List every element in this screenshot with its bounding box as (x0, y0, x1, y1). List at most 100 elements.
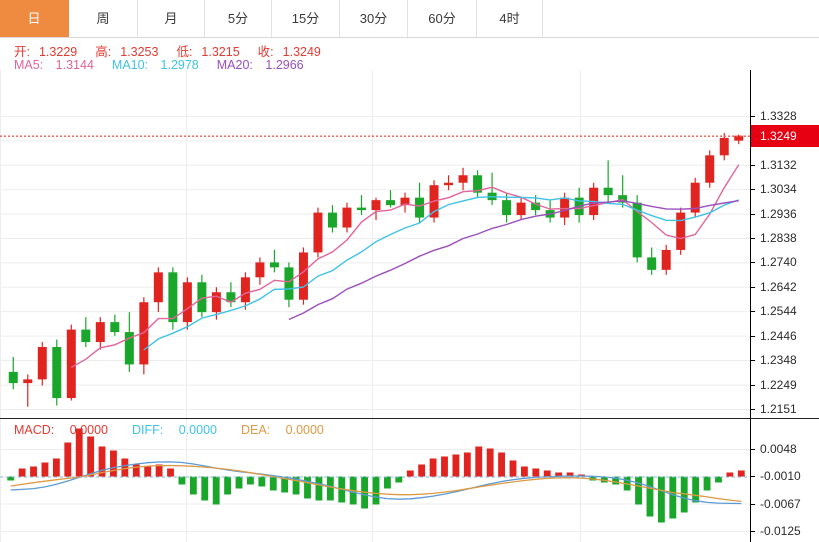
macd-bar (18, 468, 26, 477)
macd-bar (395, 476, 403, 483)
macd-bar (292, 476, 300, 495)
macd-bar (715, 476, 722, 483)
candle (356, 207, 366, 211)
low-label: 低: (176, 45, 193, 59)
price-ytick: 1.2348 (760, 352, 797, 367)
price-ytick: 1.2446 (760, 328, 797, 343)
macd-bar (167, 468, 174, 477)
price-tickmark (750, 189, 755, 191)
candle (168, 272, 178, 323)
macd-bar (315, 476, 323, 501)
macd-bar (7, 476, 15, 481)
candle (458, 175, 468, 183)
candle (661, 249, 671, 270)
macd-axis-line (750, 419, 751, 542)
price-candlestick-plot[interactable] (0, 70, 750, 418)
price-axis-line (750, 70, 751, 418)
candle (8, 371, 18, 384)
price-plot-svg (0, 70, 750, 418)
diff-entry: DIFF: 0.0000 (132, 423, 229, 437)
macd-bar (224, 476, 232, 495)
ma-line-10 (143, 195, 739, 351)
price-ytick: 1.2838 (760, 230, 797, 245)
macd-ytick: -0.0010 (760, 469, 801, 484)
price-ytick: 1.2544 (760, 304, 797, 319)
tab-6[interactable]: 60分 (408, 0, 477, 37)
candle (705, 155, 715, 183)
macd-bar (737, 470, 745, 477)
price-tickmark (750, 311, 755, 313)
candle (719, 137, 729, 156)
tab-4[interactable]: 15分 (272, 0, 340, 37)
macd-bar (566, 472, 574, 477)
macd-plot-svg (0, 419, 750, 542)
macd-ytick: -0.0067 (760, 496, 801, 511)
tab-1[interactable]: 周 (69, 0, 138, 37)
macd-bar (680, 476, 688, 513)
candle (240, 277, 250, 303)
macd-bar (543, 470, 551, 477)
price-tickmark (750, 335, 755, 337)
open-label-value: 开: 1.3229 (14, 45, 86, 59)
price-tickmark (750, 237, 755, 239)
tab-label: 60分 (428, 11, 456, 26)
macd-bar (30, 466, 37, 477)
macd-bar (452, 454, 460, 477)
macd-bar (212, 476, 220, 505)
candle (153, 272, 163, 303)
candle (124, 332, 134, 365)
price-ytick: 1.2151 (760, 402, 797, 416)
price-ytick: 1.2740 (760, 255, 797, 270)
macd-bar (646, 476, 654, 517)
tab-3[interactable]: 5分 (205, 0, 272, 37)
ma10-label: MA10: (111, 58, 149, 72)
dea-value: 0.0000 (285, 423, 324, 437)
price-tickmark (750, 384, 755, 386)
price-tickmark (750, 116, 755, 117)
dea-line (10, 464, 742, 503)
tab-2[interactable]: 月 (138, 0, 205, 37)
candle (603, 187, 613, 196)
candle (52, 347, 62, 399)
low-label-value: 低: 1.3215 (176, 45, 248, 59)
macd-bar (41, 462, 49, 477)
price-ytick: 1.2642 (760, 279, 797, 294)
candle (255, 262, 265, 278)
price-tickmark (750, 164, 755, 166)
macd-tickmark (750, 503, 755, 505)
price-tickmark (750, 213, 755, 215)
macd-bar (498, 452, 505, 477)
macd-legend: MACD: 0.0000 DIFF: 0.0000 DEA: 0.0000 (14, 423, 348, 437)
price-ytick: 1.3132 (760, 157, 797, 172)
candle (182, 282, 192, 323)
macd-bar (600, 476, 608, 483)
macd-bar (235, 476, 243, 489)
macd-ytick: 0.0048 (760, 442, 797, 456)
tab-7[interactable]: 4时 (477, 0, 543, 37)
macd-bar (64, 442, 72, 477)
tab-label: 日 (27, 11, 41, 26)
candle (284, 267, 294, 300)
ma5-value: 1.3144 (55, 58, 94, 72)
current-price-badge[interactable]: 1.3249 (751, 124, 819, 147)
tab-5[interactable]: 30分 (340, 0, 408, 37)
macd-indicator-plot[interactable] (0, 419, 750, 542)
tab-0[interactable]: 日 (0, 0, 69, 37)
macd-bar (178, 476, 186, 485)
macd-bar (441, 456, 448, 477)
candle (110, 322, 120, 333)
macd-bar (75, 428, 83, 477)
macd-bar (463, 452, 471, 477)
price-ytick: 1.2936 (760, 206, 797, 221)
candle (632, 202, 642, 258)
candle (734, 135, 744, 141)
tab-label: 周 (96, 11, 110, 26)
macd-bar (269, 476, 277, 491)
ma20-value: 1.2966 (265, 58, 304, 72)
ohlc-legend: 开: 1.3229 高: 1.3253 低: 1.3215 收: 1.3249 (14, 41, 339, 60)
tab-label: 30分 (359, 11, 388, 26)
tab-label: 5分 (227, 11, 249, 26)
macd-label: MACD: (14, 423, 55, 437)
candle (690, 182, 700, 213)
